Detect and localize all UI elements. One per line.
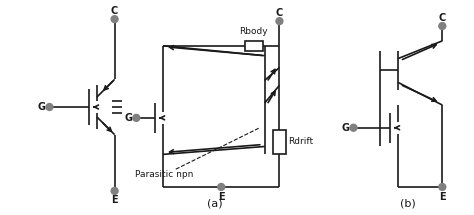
Text: G: G [124,113,132,123]
Circle shape [133,114,140,121]
Circle shape [439,184,446,190]
Text: C: C [276,8,283,18]
Circle shape [218,184,225,190]
Bar [273,130,286,154]
Text: Rbody: Rbody [239,26,268,35]
Bar [245,41,263,51]
Text: (a): (a) [208,199,223,209]
Text: C: C [111,6,118,16]
Circle shape [276,18,283,25]
Text: Rdrift: Rdrift [289,137,314,146]
Text: E: E [439,192,446,202]
Text: G: G [37,102,46,112]
Circle shape [439,23,446,29]
Text: E: E [111,195,118,205]
Text: (b): (b) [400,199,416,209]
Circle shape [46,104,53,111]
Text: G: G [342,123,350,133]
Text: Parasitic npn: Parasitic npn [135,170,193,179]
Circle shape [111,16,118,23]
Text: E: E [218,192,225,202]
Text: C: C [439,13,446,23]
Circle shape [111,187,118,194]
Circle shape [350,124,357,131]
